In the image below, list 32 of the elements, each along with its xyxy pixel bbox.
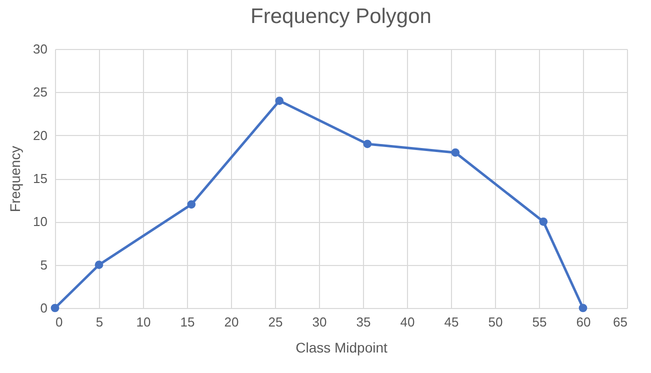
x-tick-label: 40 <box>400 314 415 330</box>
point <box>539 217 548 226</box>
x-tick-label: 65 <box>613 314 628 330</box>
x-tick-label: 35 <box>356 314 371 330</box>
point <box>578 304 588 312</box>
point <box>451 148 460 157</box>
y-tick-label: 5 <box>40 257 48 272</box>
x-tick-label: 50 <box>488 314 503 330</box>
point <box>275 96 284 105</box>
y-tick-label: 20 <box>33 128 48 143</box>
point <box>187 200 196 209</box>
x-tick-label: 15 <box>180 314 195 330</box>
x-tick-label: 55 <box>532 314 547 330</box>
x-tick-label: 5 <box>96 314 104 330</box>
y-tick-label: 10 <box>33 214 48 230</box>
x-tick-label: 0 <box>56 314 63 330</box>
point <box>363 140 372 148</box>
point <box>50 304 60 312</box>
y-tick-label: 30 <box>33 42 48 56</box>
chart-title: Frequency Polygon <box>250 5 432 28</box>
point <box>94 260 104 270</box>
x-tick-label: 30 <box>312 314 327 330</box>
y-tick-label: 15 <box>33 171 48 186</box>
x-axis-title: Class Midpoint <box>296 340 388 356</box>
x-tick-label: 10 <box>136 314 151 330</box>
y-tick-label: 25 <box>33 84 48 100</box>
x-tick-label: 25 <box>268 314 283 330</box>
x-tick-label: 60 <box>576 314 591 330</box>
y-tick-label: 0 <box>40 300 48 316</box>
y-axis-title: Frequency <box>7 146 24 212</box>
x-tick-label: 45 <box>444 314 459 330</box>
x-tick-label: 20 <box>224 314 239 330</box>
